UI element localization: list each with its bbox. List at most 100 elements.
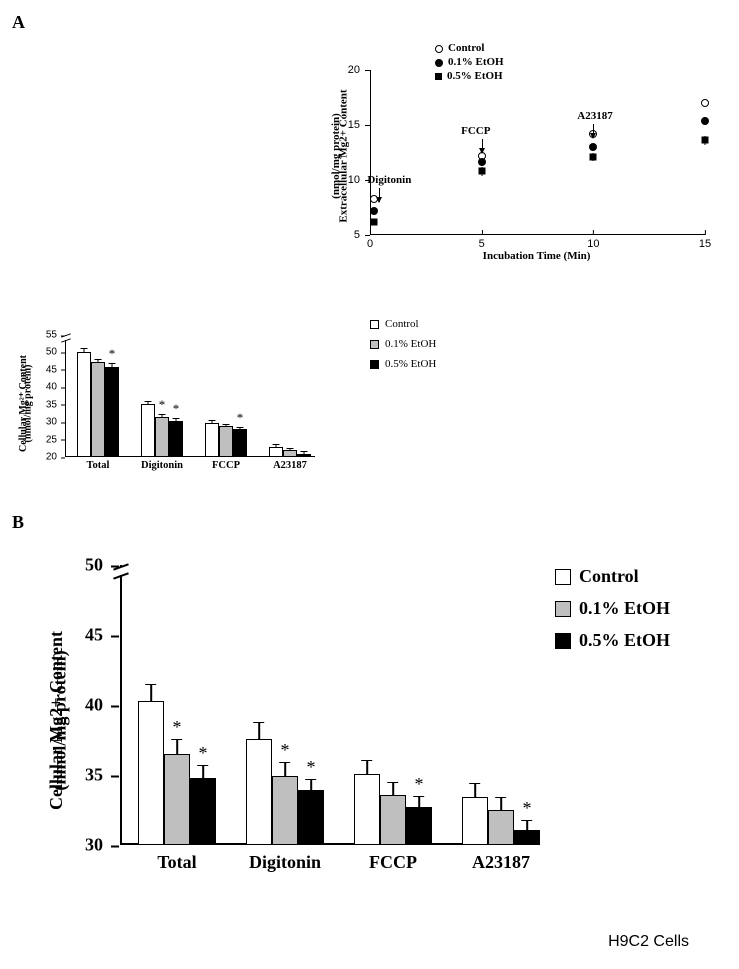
error-bar xyxy=(526,820,528,830)
bar xyxy=(138,701,164,845)
bar xyxy=(169,421,183,457)
significance-marker: * xyxy=(173,401,180,417)
bar xyxy=(488,810,514,845)
bar-chart-a: Cellular Mg²⁺ Content (nmol/mg protein) … xyxy=(5,330,355,500)
legend-swatch-icon xyxy=(555,569,571,585)
legend-item: 0.5% EtOH xyxy=(370,358,436,370)
data-point xyxy=(478,158,486,166)
data-point xyxy=(701,99,709,107)
legend-text: 0.1% EtOH xyxy=(385,338,436,350)
cell-line-label: H9C2 Cells xyxy=(608,933,689,951)
category-label: FCCP xyxy=(212,460,240,471)
data-point xyxy=(701,117,709,125)
y-tick-label: 35 xyxy=(15,765,119,786)
x-tick-label: 0 xyxy=(367,238,373,250)
error-bar xyxy=(226,424,227,426)
error-bar xyxy=(500,797,502,810)
bar xyxy=(272,776,298,845)
legend-marker-icon xyxy=(435,45,443,53)
error-bar xyxy=(176,418,177,421)
y-tick-label: 55 xyxy=(5,330,65,341)
panel-b-label: B xyxy=(12,512,24,533)
bar xyxy=(354,774,380,845)
data-point xyxy=(702,137,709,144)
bar xyxy=(164,754,190,845)
annotation-arrow-icon xyxy=(593,124,594,138)
error-bar xyxy=(212,420,213,422)
annotation-label: A23187 xyxy=(577,110,612,122)
scatter-legend: Control0.1% EtOH0.5% EtOH xyxy=(435,42,504,83)
scatter-xlabel: Incubation Time (Min) xyxy=(483,250,591,262)
bar xyxy=(155,417,169,457)
bar xyxy=(269,447,283,457)
error-bar xyxy=(148,401,149,404)
legend-item: Control xyxy=(370,318,436,330)
bar xyxy=(283,450,297,457)
bar xyxy=(298,790,324,845)
error-bar xyxy=(202,765,204,778)
y-tick-label: 45 xyxy=(5,364,65,375)
legend-text: Control xyxy=(579,566,639,587)
legend-item: Control xyxy=(435,42,504,56)
legend-swatch-icon xyxy=(555,601,571,617)
error-bar xyxy=(392,782,394,795)
legend-text: 0.1% EtOH xyxy=(448,56,504,70)
category-label: A23187 xyxy=(472,852,530,873)
significance-marker: * xyxy=(237,410,244,426)
legend-text: Control xyxy=(448,42,484,56)
significance-marker: * xyxy=(523,798,532,819)
significance-marker: * xyxy=(415,774,424,795)
bar xyxy=(219,426,233,457)
y-tick-label: 20 xyxy=(5,452,65,463)
error-bar xyxy=(276,444,277,446)
y-tick-label: 30 xyxy=(5,417,65,428)
category-label: Digitonin xyxy=(141,460,183,471)
significance-marker: * xyxy=(281,740,290,761)
legend-item: 0.1% EtOH xyxy=(370,338,436,350)
bar xyxy=(297,454,311,457)
y-tick-label: 25 xyxy=(5,434,65,445)
error-bar xyxy=(112,363,113,368)
error-bar xyxy=(290,448,291,450)
legend-text: 0.1% EtOH xyxy=(579,598,670,619)
scatter-plot-area xyxy=(370,70,705,235)
data-point xyxy=(370,207,378,215)
significance-marker: * xyxy=(199,743,208,764)
legend-marker-icon xyxy=(435,59,443,67)
legend-swatch-icon xyxy=(370,340,379,349)
y-tick-label: 10 xyxy=(315,174,370,186)
significance-marker: * xyxy=(307,757,316,778)
category-label: A23187 xyxy=(273,460,307,471)
x-tick-label: 5 xyxy=(479,238,485,250)
error-bar xyxy=(84,348,85,352)
data-point xyxy=(590,153,597,160)
error-bar xyxy=(366,760,368,774)
y-tick-label: 35 xyxy=(5,399,65,410)
category-label: Total xyxy=(157,852,196,873)
significance-marker: * xyxy=(109,346,116,362)
legend-text: 0.5% EtOH xyxy=(447,70,503,84)
legend-item: 0.5% EtOH xyxy=(555,630,670,651)
legend-item: Control xyxy=(555,566,670,587)
annotation-label: Digitonin xyxy=(367,174,411,186)
error-bar xyxy=(258,722,260,739)
bar xyxy=(205,423,219,457)
legend-text: 0.5% EtOH xyxy=(385,358,436,370)
y-tick-label: 20 xyxy=(315,64,370,76)
barB-legend: Control 0.1% EtOH 0.5% EtOH xyxy=(555,555,670,662)
data-point xyxy=(478,168,485,175)
y-tick-label: 50 xyxy=(5,347,65,358)
y-tick-label: 45 xyxy=(15,625,119,646)
error-bar xyxy=(418,796,420,807)
significance-marker: * xyxy=(173,717,182,738)
legend-item: 0.5% EtOH xyxy=(435,70,504,84)
x-tick-label: 10 xyxy=(587,238,599,250)
x-tick-label: 15 xyxy=(699,238,711,250)
error-bar xyxy=(150,684,152,701)
data-point xyxy=(589,143,597,151)
category-label: Digitonin xyxy=(249,852,321,873)
y-tick-label: 50 xyxy=(15,555,119,576)
y-tick-label: 5 xyxy=(315,229,370,241)
error-bar xyxy=(240,427,241,429)
y-tick-label: 40 xyxy=(15,695,119,716)
